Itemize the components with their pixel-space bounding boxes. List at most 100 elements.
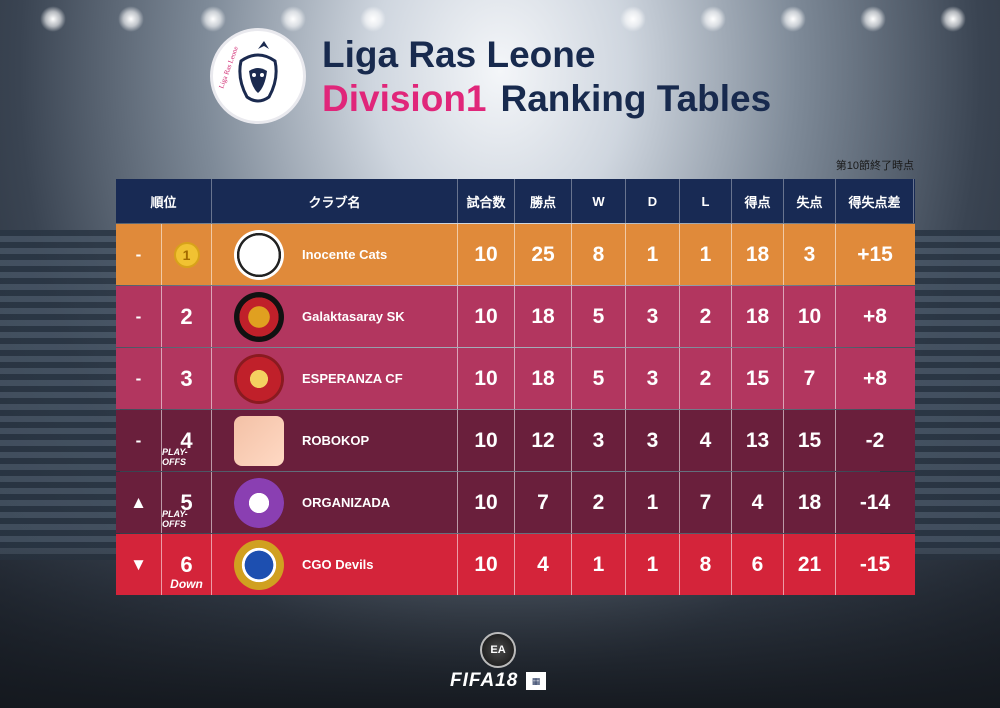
played-cell: 10 (458, 348, 515, 409)
goals-against-cell: 21 (784, 534, 836, 595)
col-goal-diff: 得失点差 (836, 179, 914, 223)
movement-indicator: - (116, 348, 162, 409)
as-of-note: 第10節終了時点 (835, 160, 914, 172)
played-cell: 10 (458, 534, 515, 595)
club-cell: CGO Devils (212, 534, 458, 595)
points-cell: 18 (515, 348, 572, 409)
goal-diff-cell: -15 (859, 552, 891, 576)
table-row: -2 Galaktasaray SK 10 18 5 3 2 18 10 +8 (116, 286, 915, 347)
table-row: ▼ 6 Down CGO Devils 10 4 1 1 8 6 21 -15 (116, 534, 915, 595)
club-name: ROBOKOP (302, 433, 370, 448)
table-row: -1 Inocente Cats 10 25 8 1 1 18 3 +15 (116, 224, 915, 285)
rank-cell: 4 PLAY-OFFS (162, 410, 212, 471)
col-lost: L (680, 179, 732, 223)
won-cell: 5 (572, 348, 626, 409)
club-name: ORGANIZADA (302, 495, 391, 510)
rank-cell: 5 PLAY-OFFS (162, 472, 212, 533)
goals-against-cell: 10 (784, 286, 836, 347)
table-header: 順位 クラブ名 試合数 勝点 W D L 得点 失点 得失点差 (116, 179, 915, 223)
page-header: Liga Ras Leone Liga Ras Leone Division1 R… (210, 28, 860, 128)
points-cell: 18 (515, 286, 572, 347)
rank-value: 6 (180, 551, 193, 577)
drawn-cell: 3 (626, 348, 680, 409)
ea-label: EA (490, 644, 506, 656)
fifa-year: 18 (495, 670, 519, 691)
points-cell: 4 (515, 534, 572, 595)
logo-lettering: Liga Ras Leone (217, 45, 240, 89)
won-cell: 2 (572, 472, 626, 533)
rank-value: 1 (182, 246, 191, 263)
ea-sports-logo-icon: EA (480, 632, 516, 668)
points-cell: 25 (515, 224, 572, 285)
rank-cell: 6 Down (162, 534, 212, 595)
pegi-badge-icon: ▦ (526, 672, 546, 690)
goals-against-cell: 7 (784, 348, 836, 409)
drawn-cell: 1 (626, 534, 680, 595)
club-cell: ORGANIZADA (212, 472, 458, 533)
table-title: Division1 Ranking Tables (322, 78, 771, 120)
goals-for-cell: 6 (732, 534, 784, 595)
rank-note: PLAY-OFFS (162, 447, 188, 467)
ranking-tables-label: Ranking Tables (500, 78, 772, 119)
won-cell: 1 (572, 534, 626, 595)
goals-against-cell: 18 (784, 472, 836, 533)
gold-medal-icon: 1 (173, 241, 200, 268)
esperanza-crest-icon (234, 353, 284, 404)
club-cell: Galaktasaray SK (212, 286, 458, 347)
drawn-cell: 1 (626, 472, 680, 533)
organizada-crest-icon (234, 477, 284, 528)
played-cell: 10 (458, 286, 515, 347)
goals-for-cell: 13 (732, 410, 784, 471)
goal-diff-cell: -14 (859, 490, 891, 514)
col-played: 試合数 (458, 179, 515, 223)
movement-indicator: - (116, 286, 162, 347)
rank-cell: 3 (162, 348, 212, 409)
col-points: 勝点 (515, 179, 572, 223)
league-title: Liga Ras Leone (322, 34, 596, 75)
rank-value: 5 (180, 489, 193, 515)
won-cell: 3 (572, 410, 626, 471)
rank-cell: 1 (162, 224, 212, 285)
table-row: ▲ 5 PLAY-OFFS ORGANIZADA 10 7 2 1 7 4 18 -14 (116, 472, 915, 533)
points-cell: 7 (515, 472, 572, 533)
galaktasaray-crest-icon (234, 291, 284, 342)
movement-indicator: ▼ (116, 534, 162, 595)
rank-note: PLAY-OFFS (162, 509, 188, 529)
cats-crest-icon (234, 229, 284, 280)
points-cell: 12 (515, 410, 572, 471)
cgo-devils-crest-icon (234, 539, 284, 590)
col-goals-against: 失点 (784, 179, 836, 223)
played-cell: 10 (458, 410, 515, 471)
goal-diff-cell: +8 (863, 366, 887, 390)
club-cell: ESPERANZA CF (212, 348, 458, 409)
club-name: ESPERANZA CF (302, 371, 403, 386)
col-rank: 順位 (116, 179, 212, 223)
lost-cell: 7 (680, 472, 732, 533)
robokop-crest-icon (234, 415, 284, 466)
played-cell: 10 (458, 224, 515, 285)
table-row: -3 ESPERANZA CF 10 18 5 3 2 15 7 +8 (116, 348, 915, 409)
goal-diff-cell: -2 (865, 428, 885, 452)
won-cell: 5 (572, 286, 626, 347)
division-label: Division1 (322, 78, 487, 119)
col-club: クラブ名 (212, 179, 458, 223)
table-row: -4 PLAY-OFFS ROBOKOP 10 12 3 3 4 13 15 -2 (116, 410, 915, 471)
col-goals-for: 得点 (732, 179, 784, 223)
stadium-lights (0, 0, 1000, 60)
rank-cell: 2 (162, 286, 212, 347)
rank-value: 4 (180, 427, 193, 453)
won-cell: 8 (572, 224, 626, 285)
club-name: Galaktasaray SK (302, 309, 405, 324)
goals-for-cell: 18 (732, 286, 784, 347)
rank-note: Down (170, 577, 203, 591)
col-won: W (572, 179, 626, 223)
lost-cell: 8 (680, 534, 732, 595)
rank-value: 3 (180, 365, 193, 391)
goal-diff-cell: +15 (857, 242, 893, 266)
movement-indicator: - (116, 410, 162, 471)
goals-against-cell: 3 (784, 224, 836, 285)
goals-for-cell: 15 (732, 348, 784, 409)
rank-value: 2 (180, 303, 193, 329)
lost-cell: 1 (680, 224, 732, 285)
lost-cell: 2 (680, 286, 732, 347)
